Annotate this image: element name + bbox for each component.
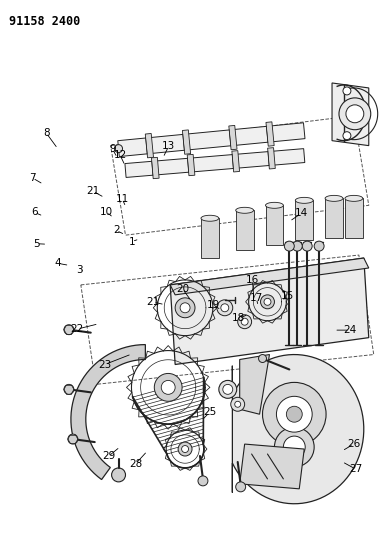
Polygon shape [145, 133, 154, 158]
Circle shape [231, 397, 245, 411]
Polygon shape [182, 130, 191, 154]
Text: 16: 16 [246, 274, 259, 285]
Text: 22: 22 [71, 324, 84, 334]
Polygon shape [265, 205, 283, 245]
Circle shape [198, 476, 208, 486]
Ellipse shape [265, 203, 283, 208]
Text: 18: 18 [232, 313, 245, 324]
Circle shape [64, 384, 74, 394]
Text: 8: 8 [43, 128, 49, 138]
Text: 13: 13 [162, 141, 175, 151]
Circle shape [161, 381, 175, 394]
Circle shape [178, 442, 192, 456]
Text: 5: 5 [33, 239, 40, 249]
Polygon shape [151, 157, 159, 179]
Text: 1: 1 [129, 237, 135, 247]
Circle shape [238, 315, 252, 329]
Circle shape [276, 397, 312, 432]
Text: 9: 9 [109, 144, 116, 154]
Circle shape [219, 381, 237, 398]
Text: 21: 21 [147, 297, 160, 307]
Text: 27: 27 [349, 464, 362, 474]
Text: 20: 20 [176, 284, 189, 294]
Text: 17: 17 [250, 293, 263, 303]
Text: 23: 23 [98, 360, 111, 369]
Circle shape [223, 384, 233, 394]
Polygon shape [118, 123, 305, 157]
Ellipse shape [236, 207, 254, 213]
Text: 25: 25 [203, 407, 216, 417]
Circle shape [292, 241, 302, 251]
Polygon shape [325, 198, 343, 238]
Text: 15: 15 [281, 291, 294, 301]
Polygon shape [125, 149, 305, 177]
Ellipse shape [345, 196, 363, 201]
Text: 10: 10 [100, 207, 113, 217]
Polygon shape [345, 198, 363, 238]
Circle shape [264, 298, 271, 305]
Circle shape [346, 105, 364, 123]
Polygon shape [170, 258, 369, 295]
Circle shape [114, 144, 123, 152]
Polygon shape [268, 148, 275, 169]
Text: 11: 11 [115, 193, 129, 204]
Circle shape [302, 241, 312, 251]
Ellipse shape [325, 196, 343, 201]
Circle shape [112, 468, 125, 482]
Circle shape [241, 318, 248, 325]
Polygon shape [236, 211, 254, 250]
Circle shape [343, 132, 351, 140]
Polygon shape [232, 354, 364, 504]
Circle shape [154, 374, 182, 401]
Text: 7: 7 [29, 173, 36, 183]
Circle shape [274, 427, 314, 467]
Circle shape [314, 241, 324, 251]
Text: 28: 28 [129, 459, 142, 469]
Polygon shape [170, 258, 369, 365]
Circle shape [263, 382, 326, 446]
Text: 29: 29 [102, 451, 115, 462]
Text: 19: 19 [207, 300, 220, 310]
Polygon shape [201, 218, 219, 258]
Circle shape [221, 304, 229, 312]
Circle shape [175, 298, 195, 318]
Polygon shape [232, 151, 240, 172]
Circle shape [286, 406, 302, 422]
Text: 3: 3 [76, 265, 83, 274]
Circle shape [259, 354, 267, 362]
Circle shape [217, 300, 233, 316]
Circle shape [283, 436, 305, 458]
Polygon shape [295, 200, 313, 240]
Circle shape [235, 401, 241, 407]
Circle shape [181, 446, 189, 453]
Circle shape [284, 241, 294, 251]
Circle shape [339, 98, 371, 130]
Polygon shape [240, 354, 269, 414]
Polygon shape [71, 345, 145, 480]
Polygon shape [332, 83, 369, 146]
Polygon shape [187, 155, 195, 176]
Text: 91158 2400: 91158 2400 [9, 15, 81, 28]
Ellipse shape [201, 215, 219, 221]
Circle shape [180, 303, 190, 313]
Circle shape [64, 325, 74, 335]
Circle shape [236, 482, 246, 492]
Circle shape [343, 87, 351, 95]
Text: 12: 12 [113, 150, 127, 160]
Text: 26: 26 [347, 439, 360, 449]
Text: 4: 4 [54, 259, 61, 268]
Text: 6: 6 [31, 207, 38, 217]
Text: 24: 24 [343, 325, 356, 335]
Text: 14: 14 [294, 208, 308, 219]
Text: 21: 21 [86, 186, 100, 196]
Polygon shape [240, 444, 304, 489]
Polygon shape [229, 125, 237, 150]
Circle shape [261, 295, 274, 309]
Text: 2: 2 [113, 225, 120, 236]
Circle shape [68, 434, 78, 444]
Polygon shape [266, 122, 274, 146]
Ellipse shape [295, 197, 313, 203]
